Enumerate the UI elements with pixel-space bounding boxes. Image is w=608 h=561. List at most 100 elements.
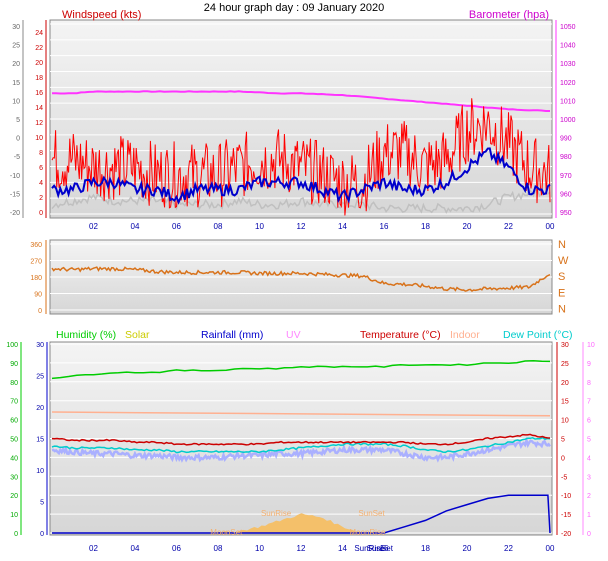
uv-tick-label: 7 <box>587 399 591 406</box>
wind-inner-tick-label: 20 <box>35 60 43 67</box>
compass-letter: E <box>558 287 565 299</box>
direction-series-group <box>51 266 551 292</box>
legend-item: Temperature (°C) <box>360 329 441 341</box>
wind-outer-tick-label: 0 <box>16 136 20 143</box>
wind-inner-tick-label: 2 <box>39 195 43 202</box>
temperature-tick-label: -20 <box>561 531 571 538</box>
rain-tick-label: 20 <box>36 405 44 412</box>
humidity-tick-label: 30 <box>10 474 18 481</box>
direction-tick-label: 270 <box>30 259 42 266</box>
compass-letter: N <box>558 239 566 251</box>
temperature-tick-label: 25 <box>561 361 569 368</box>
temperature-tick-label: 15 <box>561 399 569 406</box>
uv-tick-label: 4 <box>587 455 591 462</box>
temperature-x-tick-label: 16 <box>380 544 389 553</box>
humidity-tick-label: 90 <box>10 361 18 368</box>
uv-tick-label: 3 <box>587 474 591 481</box>
wind-inner-tick-label: 12 <box>35 120 43 127</box>
wind-inner-tick-label: 6 <box>39 165 43 172</box>
baro-tick-label: 1020 <box>560 80 576 87</box>
direction-tick-label: 180 <box>30 275 42 282</box>
uv-tick-label: 9 <box>587 361 591 368</box>
wind-inner-tick-label: 8 <box>39 150 43 157</box>
wind-inner-tick-label: 18 <box>35 75 43 82</box>
sunrise-label: SunRise <box>354 544 385 553</box>
temperature-x-tick-label: 00 <box>546 544 555 553</box>
legend-barometer: Barometer (hpa) <box>469 9 549 21</box>
wind-x-tick-label: 22 <box>504 222 513 231</box>
wind-inner-tick-label: 16 <box>35 90 43 97</box>
sunset-label: SunSet <box>367 544 394 553</box>
baro-tick-label: 990 <box>560 136 572 143</box>
baro-tick-label: 1030 <box>560 61 576 68</box>
wind-inner-tick-label: 4 <box>39 180 43 187</box>
uv-tick-label: 8 <box>587 380 591 387</box>
uv-tick-label: 1 <box>587 512 591 519</box>
temperature-axis-ticks: 1009080706050403020100302520151050302520… <box>6 342 595 553</box>
legend-item: Rainfall (mm) <box>201 329 263 341</box>
wind-outer-tick-label: 10 <box>12 98 20 105</box>
legend-item: Humidity (%) <box>56 329 116 341</box>
rain-tick-label: 15 <box>36 437 44 444</box>
humidity-tick-label: 20 <box>10 493 18 500</box>
baro-tick-label: 970 <box>560 173 572 180</box>
wind-outer-tick-label: -10 <box>10 173 20 180</box>
wind-outer-tick-label: 5 <box>16 117 20 124</box>
temperature-x-tick-label: 04 <box>131 544 140 553</box>
temperature-tick-label: -5 <box>561 474 567 481</box>
temperature-x-tick-label: 18 <box>421 544 430 553</box>
temperature-tick-label: 30 <box>561 342 569 349</box>
rain-tick-label: 10 <box>36 468 44 475</box>
legend-item: Dew Point (°C) <box>503 329 573 341</box>
wind-outer-tick-label: 25 <box>12 43 20 50</box>
temperature-tick-label: -15 <box>561 512 571 519</box>
wind-barometer-panel: 302520151050-5-10-15-2024222018161412108… <box>10 9 576 231</box>
uv-tick-label: 2 <box>587 493 591 500</box>
wind-inner-tick-label: 0 <box>39 210 43 217</box>
wind-inner-tick-label: 24 <box>35 30 43 37</box>
temperature-x-tick-label: 02 <box>89 544 98 553</box>
humidity-tick-label: 10 <box>10 512 18 519</box>
astro-annotation: SunRise <box>261 509 292 518</box>
indoor-line <box>51 411 551 417</box>
temperature-tick-label: 0 <box>561 455 565 462</box>
direction-gridlines <box>50 243 552 311</box>
compass-letter: N <box>558 303 566 315</box>
temperature-x-tick-label: 20 <box>463 544 472 553</box>
temperature-x-tick-label: 10 <box>255 544 264 553</box>
wind-outer-tick-label: 15 <box>12 80 20 87</box>
wind-outer-tick-label: -15 <box>10 191 20 198</box>
baro-tick-label: 980 <box>560 154 572 161</box>
direction-tick-label: 0 <box>38 308 42 315</box>
temperature-tick-label: -10 <box>561 493 571 500</box>
humidity-tick-label: 60 <box>10 418 18 425</box>
humidity-tick-label: 100 <box>6 342 18 349</box>
baro-tick-label: 950 <box>560 210 572 217</box>
wind-outer-tick-label: 20 <box>12 61 20 68</box>
humidity-tick-label: 0 <box>14 531 18 538</box>
wind-series-group <box>51 90 551 216</box>
temperature-x-tick-label: 14 <box>338 544 347 553</box>
astro-annotation: SunSet <box>358 509 385 518</box>
wind-outer-tick-label: -20 <box>10 210 20 217</box>
windchill-line <box>51 436 552 463</box>
baro-tick-label: 1050 <box>560 24 576 31</box>
wind-x-tick-label: 00 <box>546 222 555 231</box>
temperature-x-tick-label: 22 <box>504 544 513 553</box>
uv-tick-label: 6 <box>587 418 591 425</box>
humidity-tick-label: 80 <box>10 380 18 387</box>
wind-x-tick-label: 04 <box>131 222 140 231</box>
chart-title: 24 hour graph day : 09 January 2020 <box>204 2 384 14</box>
temperature-tick-label: 20 <box>561 380 569 387</box>
wind-inner-tick-label: 10 <box>35 135 43 142</box>
wind-x-tick-label: 16 <box>380 222 389 231</box>
compass-letter: S <box>558 271 565 283</box>
rain-tick-label: 25 <box>36 374 44 381</box>
temperature-line <box>51 433 551 446</box>
temperature-series-group: SunRise SunSet MoonSet MoonRise <box>51 359 552 535</box>
barometer-line <box>52 90 550 112</box>
rain-tick-label: 30 <box>36 342 44 349</box>
wind-x-tick-label: 18 <box>421 222 430 231</box>
baro-tick-label: 1000 <box>560 117 576 124</box>
